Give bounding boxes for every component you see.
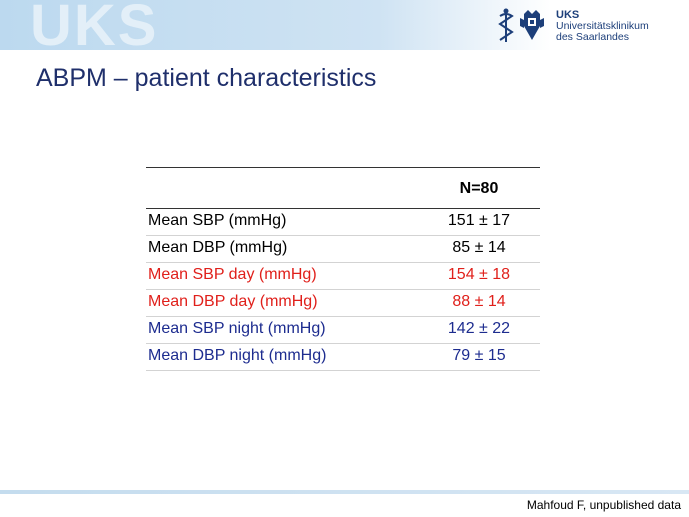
row-value: 79 ± 15 xyxy=(452,347,506,364)
row-value: 142 ± 22 xyxy=(447,320,511,337)
row-value: 88 ± 14 xyxy=(452,293,506,310)
table-row: Mean DBP (mmHg) 85 ± 14 xyxy=(146,236,540,263)
university-emblem-icon xyxy=(498,8,544,42)
row-value: 85 ± 14 xyxy=(452,239,506,256)
row-label: Mean SBP day (mmHg) xyxy=(148,266,317,283)
table-row: Mean SBP (mmHg) 151 ± 17 xyxy=(146,209,540,236)
logo-line-2: Universitätsklinikum xyxy=(556,20,649,32)
logo-line-3: des Saarlandes xyxy=(556,31,629,43)
uks-logo: UKS Universitätsklinikum des Saarlandes xyxy=(492,6,682,46)
table-top-rule xyxy=(146,167,540,168)
patient-characteristics-table: N=80 Mean SBP (mmHg) 151 ± 17 Mean DBP (mm… xyxy=(146,167,540,371)
table-row: Mean SBP night (mmHg) 142 ± 22 xyxy=(146,317,540,344)
row-value: 154 ± 18 xyxy=(447,266,511,283)
row-label: Mean SBP night (mmHg) xyxy=(148,320,326,337)
table-row: Mean SBP day (mmHg) 154 ± 18 xyxy=(146,263,540,290)
table-row: Mean DBP night (mmHg) 79 ± 15 xyxy=(146,344,540,371)
uks-logo-text: UKS Universitätsklinikum des Saarlandes xyxy=(556,10,649,43)
footer-bar xyxy=(0,490,689,494)
header-band xyxy=(0,0,689,50)
slide-title: ABPM – patient characteristics xyxy=(36,64,377,92)
row-label: Mean DBP night (mmHg) xyxy=(148,347,327,364)
column-header-n: N=80 xyxy=(459,180,499,197)
row-label: Mean DBP (mmHg) xyxy=(148,239,288,256)
row-label: Mean DBP day (mmHg) xyxy=(148,293,318,310)
table-row: Mean DBP day (mmHg) 88 ± 14 xyxy=(146,290,540,317)
table-body: Mean SBP (mmHg) 151 ± 17 Mean DBP (mmHg) 85… xyxy=(146,209,540,371)
footnote: Mahfoud F, unpublished data xyxy=(526,498,681,512)
row-label: Mean SBP (mmHg) xyxy=(148,212,287,229)
header-watermark: UKS xyxy=(30,0,159,58)
row-value: 151 ± 17 xyxy=(447,212,511,229)
table-header-row: N=80 xyxy=(146,168,540,209)
logo-line-1: UKS xyxy=(556,9,580,21)
